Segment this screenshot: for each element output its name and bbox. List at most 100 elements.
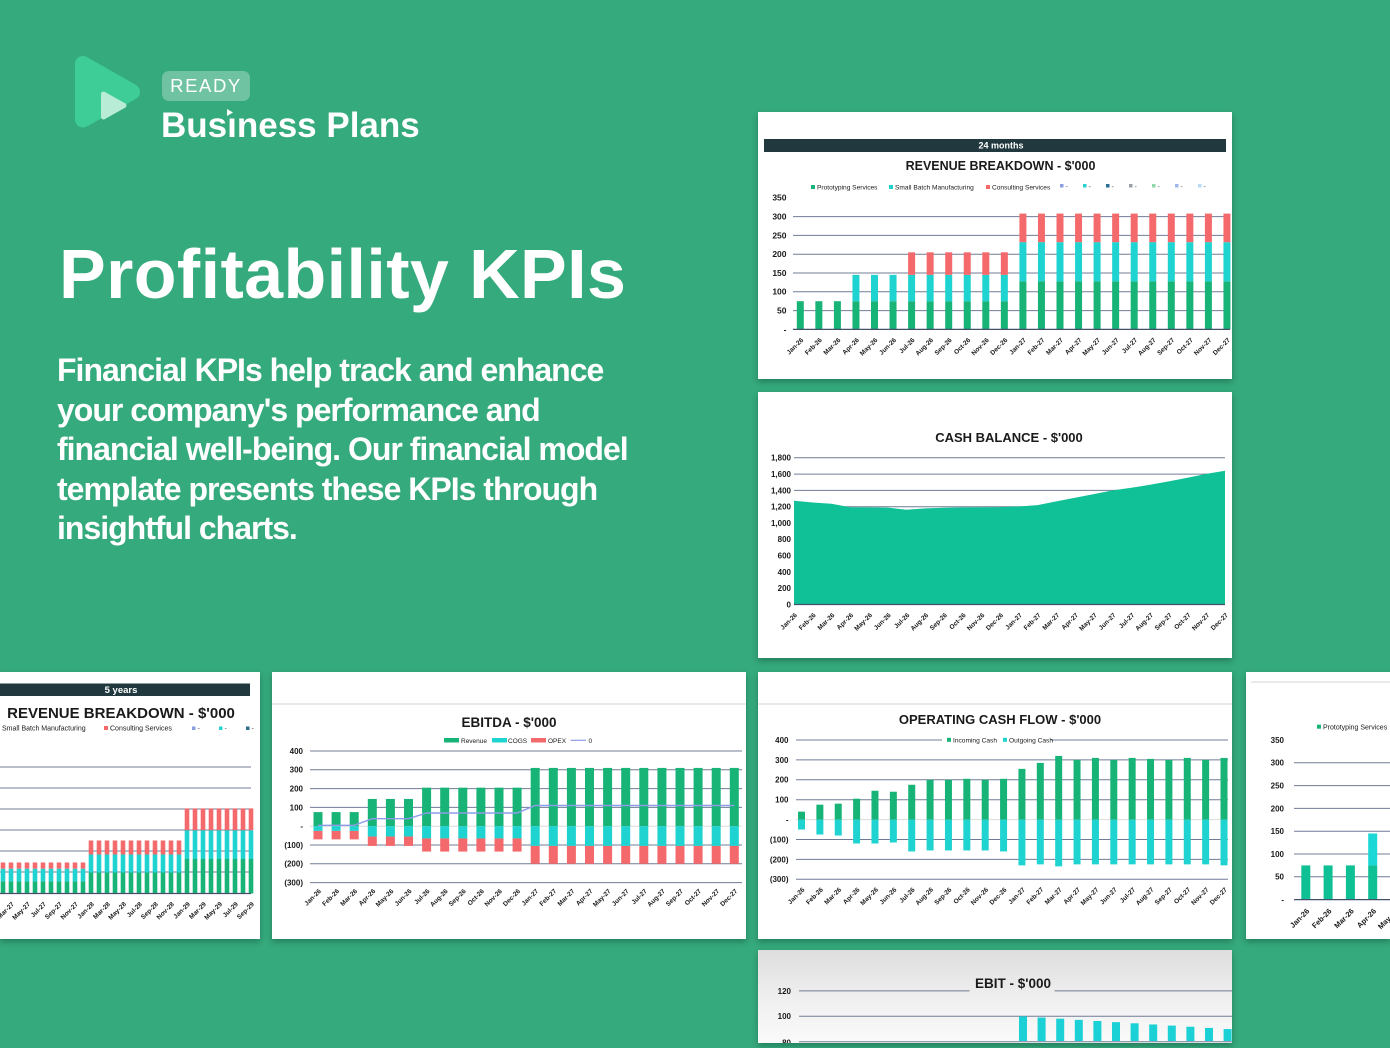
svg-text:Feb-26: Feb-26 — [798, 612, 818, 632]
svg-text:1,800: 1,800 — [771, 454, 792, 463]
svg-text:24 months: 24 months — [978, 141, 1023, 151]
svg-text:Aug-26: Aug-26 — [914, 886, 935, 907]
svg-text:May-26: May-26 — [375, 888, 396, 909]
svg-text:COGS: COGS — [508, 738, 528, 745]
svg-text:Nov-27: Nov-27 — [1193, 337, 1214, 358]
svg-text:Sep-29: Sep-29 — [236, 901, 256, 921]
svg-text:May-29: May-29 — [203, 901, 224, 922]
svg-text:Mar-26: Mar-26 — [817, 612, 837, 632]
svg-text:150: 150 — [772, 268, 786, 278]
svg-text:Dec-26: Dec-26 — [985, 612, 1005, 632]
svg-text:Oct-27: Oct-27 — [1173, 612, 1193, 632]
svg-text:REVENUE BREAKDOWN - $'000: REVENUE BREAKDOWN - $'000 — [906, 159, 1096, 173]
svg-text:-: - — [1135, 184, 1138, 191]
svg-text:Jan-27: Jan-27 — [521, 888, 541, 908]
svg-text:250: 250 — [772, 230, 786, 240]
svg-text:OPEX: OPEX — [548, 738, 567, 745]
svg-text:Sep-26: Sep-26 — [934, 337, 954, 357]
svg-text:Dec-26: Dec-26 — [989, 337, 1009, 357]
svg-text:1,600: 1,600 — [771, 470, 792, 479]
svg-text:(200): (200) — [770, 855, 789, 864]
svg-text:-: - — [1158, 184, 1161, 191]
svg-text:Sep-26: Sep-26 — [929, 612, 949, 632]
svg-text:-: - — [1181, 184, 1184, 191]
svg-text:Dec-27: Dec-27 — [719, 888, 739, 908]
svg-text:Nov-26: Nov-26 — [966, 612, 987, 633]
svg-text:READY: READY — [170, 75, 242, 96]
svg-text:Aug-26: Aug-26 — [429, 888, 450, 909]
svg-text:Incoming Cash: Incoming Cash — [953, 738, 997, 745]
svg-text:50: 50 — [1275, 873, 1284, 882]
svg-text:Jun-26: Jun-26 — [879, 886, 899, 906]
svg-text:Jun-26: Jun-26 — [873, 612, 893, 632]
svg-text:Jan-26: Jan-26 — [303, 888, 323, 908]
svg-text:(200): (200) — [284, 860, 303, 869]
svg-text:200: 200 — [290, 785, 304, 794]
svg-text:100: 100 — [290, 803, 304, 812]
svg-text:-: - — [225, 726, 228, 733]
svg-text:Consulting Services: Consulting Services — [992, 185, 1051, 192]
svg-text:Prototyping Services: Prototyping Services — [1323, 724, 1388, 731]
svg-text:-: - — [300, 822, 303, 831]
svg-text:Aug-26: Aug-26 — [910, 612, 931, 633]
svg-text:300: 300 — [1271, 759, 1285, 768]
svg-text:350: 350 — [772, 193, 786, 203]
svg-text:-: - — [1204, 184, 1207, 191]
svg-text:Apr-26: Apr-26 — [836, 612, 856, 632]
svg-text:Jan-26: Jan-26 — [1288, 907, 1311, 930]
svg-text:100: 100 — [1271, 850, 1285, 859]
svg-text:Mar-27: Mar-27 — [1041, 612, 1061, 632]
svg-text:200: 200 — [778, 584, 792, 593]
svg-text:0: 0 — [589, 738, 593, 745]
svg-text:Feb-27: Feb-27 — [538, 888, 558, 908]
svg-text:Mar-26: Mar-26 — [823, 337, 843, 357]
svg-text:400: 400 — [778, 568, 792, 577]
svg-text:100: 100 — [775, 796, 789, 805]
svg-text:1,400: 1,400 — [771, 486, 792, 495]
svg-text:Aug-26: Aug-26 — [914, 337, 935, 358]
svg-text:Consulting Services: Consulting Services — [110, 726, 172, 733]
svg-text:Oct-27: Oct-27 — [684, 888, 704, 908]
svg-text:Small Batch Manufacturing: Small Batch Manufacturing — [2, 726, 86, 733]
svg-text:Sep-27: Sep-27 — [1154, 612, 1174, 632]
svg-text:Apr-26: Apr-26 — [842, 886, 862, 906]
svg-text:CASH BALANCE - $'000: CASH BALANCE - $'000 — [935, 430, 1083, 445]
svg-text:Nov-27: Nov-27 — [1191, 612, 1212, 633]
svg-text:Oct-26: Oct-26 — [467, 888, 487, 908]
svg-text:Jan-27: Jan-27 — [1008, 337, 1028, 357]
svg-text:Sep-26: Sep-26 — [933, 886, 953, 906]
svg-text:Nov-26: Nov-26 — [484, 888, 505, 909]
svg-text:Prototyping Services: Prototyping Services — [817, 185, 878, 192]
svg-text:100: 100 — [778, 1012, 792, 1021]
svg-text:Nov-28: Nov-28 — [156, 901, 177, 922]
svg-text:Jan-27: Jan-27 — [1007, 886, 1027, 906]
svg-text:May-28: May-28 — [107, 901, 128, 922]
svg-text:Revenue: Revenue — [461, 738, 487, 745]
svg-text:-: - — [786, 816, 789, 825]
svg-text:Sep-27: Sep-27 — [665, 888, 685, 908]
svg-text:-: - — [1281, 896, 1284, 905]
svg-text:Nov-27: Nov-27 — [1190, 886, 1211, 907]
svg-text:(300): (300) — [770, 875, 789, 884]
svg-text:Jun-27: Jun-27 — [611, 888, 631, 908]
svg-text:Aug-27: Aug-27 — [1134, 612, 1155, 633]
svg-text:EBIT - $'000: EBIT - $'000 — [975, 976, 1051, 991]
svg-text:0: 0 — [787, 600, 792, 609]
svg-text:Jun-26: Jun-26 — [394, 888, 414, 908]
svg-text:Mar-27: Mar-27 — [557, 888, 577, 908]
svg-text:Dec-26: Dec-26 — [988, 886, 1008, 906]
svg-text:800: 800 — [778, 535, 792, 544]
svg-text:Feb-27: Feb-27 — [1027, 337, 1047, 357]
svg-text:100: 100 — [772, 287, 786, 297]
svg-text:Nov-26: Nov-26 — [970, 337, 991, 358]
svg-text:300: 300 — [775, 756, 789, 765]
svg-text:Feb-27: Feb-27 — [1023, 612, 1043, 632]
svg-text:May-26: May-26 — [853, 612, 874, 633]
svg-text:OPERATING CASH FLOW - $'000: OPERATING CASH FLOW - $'000 — [899, 712, 1101, 727]
svg-text:Dec-27: Dec-27 — [1212, 337, 1232, 357]
svg-text:-: - — [252, 726, 255, 733]
svg-text:REVENUE BREAKDOWN - $'000: REVENUE BREAKDOWN - $'000 — [7, 705, 235, 722]
svg-text:200: 200 — [772, 249, 786, 259]
svg-text:Mar-27: Mar-27 — [1044, 886, 1064, 906]
svg-text:May-27: May-27 — [1080, 886, 1101, 907]
